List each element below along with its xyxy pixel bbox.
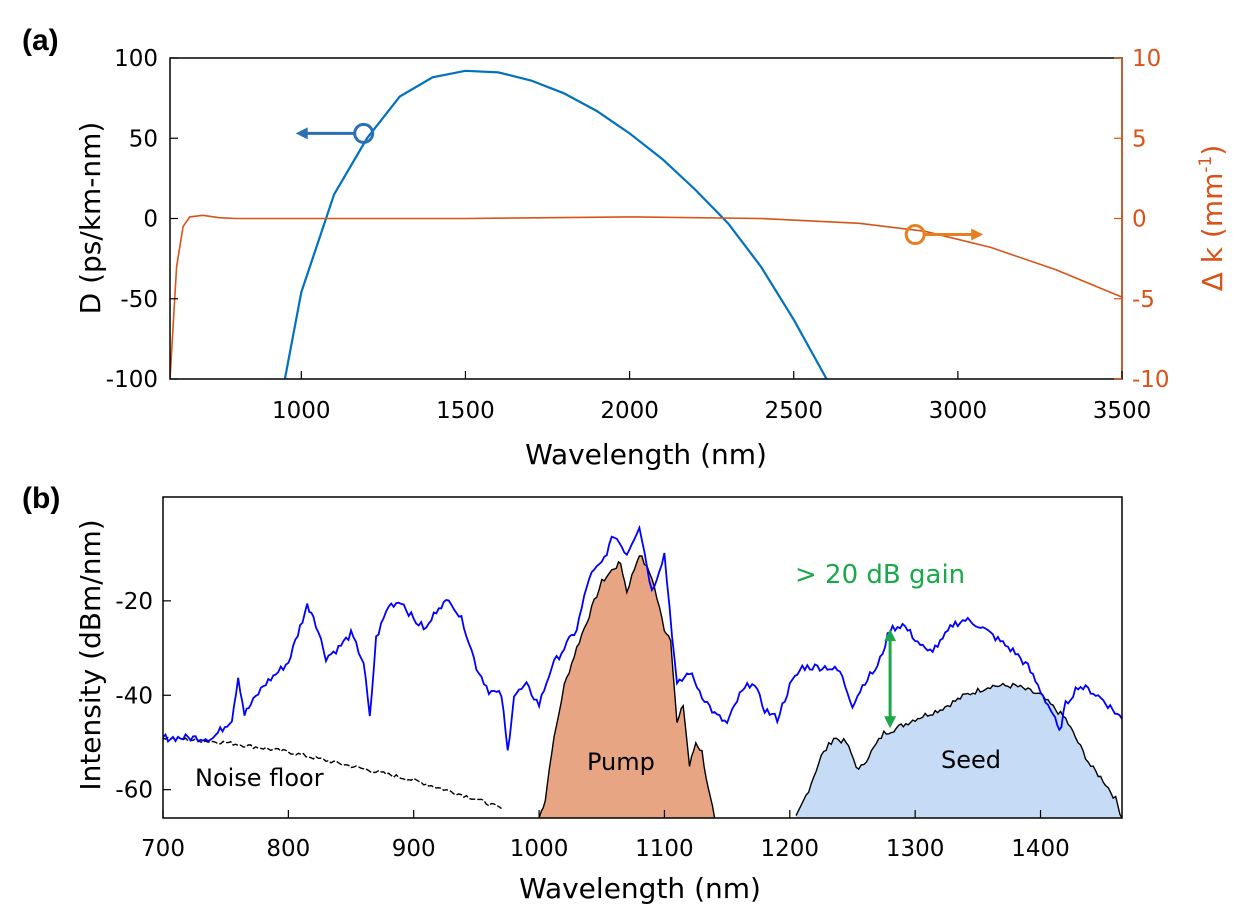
series-marker-circle — [904, 224, 926, 246]
y-tick-label: -20 — [115, 589, 153, 615]
noise-floor-label: Noise floor — [195, 764, 324, 792]
x-tick-label: 1100 — [635, 836, 694, 862]
x-tick-label: 900 — [392, 836, 436, 862]
panel-label-b: (b) — [22, 482, 60, 515]
y-tick-label: -50 — [120, 287, 158, 313]
x-tick-label: 3000 — [929, 398, 988, 424]
y-tick-label: 0 — [143, 207, 158, 233]
panel-a-plot-area — [170, 69, 1122, 379]
panel-a-markers — [295, 122, 984, 246]
x-tick-label: 2500 — [764, 398, 823, 424]
panel-a-xlabel: Wavelength (nm) — [525, 438, 767, 471]
y-tick-label: -100 — [106, 367, 158, 393]
panel-b-xlabel: Wavelength (nm) — [519, 872, 761, 905]
panel-a-ylabel-right-prefix: Δ k (mm — [1196, 173, 1229, 292]
x-tick-label: 1300 — [886, 836, 945, 862]
amplified-output-line — [163, 524, 1122, 751]
panel-b-ticks: 700 800 900 1000 1100 1200 1300 1400 -20 -40 -60 — [115, 589, 1069, 862]
gain-arrowhead-bottom — [884, 716, 897, 729]
x-tick-label: 1200 — [761, 836, 820, 862]
seed-area-outline — [795, 682, 1122, 818]
y-right-tick-label: 0 — [1132, 207, 1147, 233]
panel-a-ylabel-right-exp: -1 — [1196, 156, 1216, 173]
series-line-phase-mismatch — [170, 214, 1122, 379]
x-tick-label: 700 — [141, 836, 185, 862]
x-tick-label: 2000 — [600, 398, 659, 424]
panel-a-ylabel: D (ps/km-nm) — [74, 122, 107, 315]
x-tick-label: 3500 — [1093, 398, 1152, 424]
panel-a-ylabel-right-suffix: ) — [1196, 145, 1229, 156]
y-right-tick-label: 5 — [1132, 126, 1147, 152]
seed-label: Seed — [941, 746, 1001, 774]
x-tick-label: 1000 — [510, 836, 569, 862]
series-marker-circle — [353, 122, 375, 144]
panel-b-ylabel: Intensity (dBm/nm) — [74, 519, 107, 790]
panel-a-ticks: 1000 1500 2000 2500 3000 3500100500-50-100105… — [106, 46, 1170, 424]
gain-label: > 20 dB gain — [795, 560, 965, 590]
y-right-tick-label: -10 — [1132, 367, 1170, 393]
y-tick-label: -40 — [115, 683, 153, 709]
panel-a-ylabel-right: Δ k (mm-1) — [1196, 145, 1229, 292]
series-line-dispersion — [283, 69, 828, 379]
pump-area-outline — [538, 555, 716, 818]
axis-pointer-arrowhead — [971, 228, 984, 241]
y-tick-label: 100 — [114, 46, 158, 72]
axis-pointer-arrowhead — [295, 127, 308, 140]
panel-b-axes-box — [162, 496, 1123, 819]
panel-b-plot-area — [163, 524, 1122, 818]
x-tick-label: 800 — [266, 836, 310, 862]
pump-label: Pump — [587, 748, 655, 776]
pump-area-fill — [539, 556, 715, 818]
y-right-tick-label: 10 — [1132, 46, 1161, 72]
panel-b-annotations — [884, 629, 897, 729]
gain-arrowhead-top — [884, 629, 897, 642]
y-tick-label: 50 — [129, 126, 158, 152]
y-right-tick-label: -5 — [1132, 287, 1155, 313]
noise-floor-line — [163, 736, 502, 810]
panel-label-a: (a) — [22, 24, 59, 57]
x-tick-label: 1400 — [1011, 836, 1070, 862]
seed-area-fill — [796, 683, 1122, 818]
x-tick-label: 1500 — [436, 398, 495, 424]
y-tick-label: -60 — [115, 778, 153, 804]
x-tick-label: 1000 — [272, 398, 331, 424]
